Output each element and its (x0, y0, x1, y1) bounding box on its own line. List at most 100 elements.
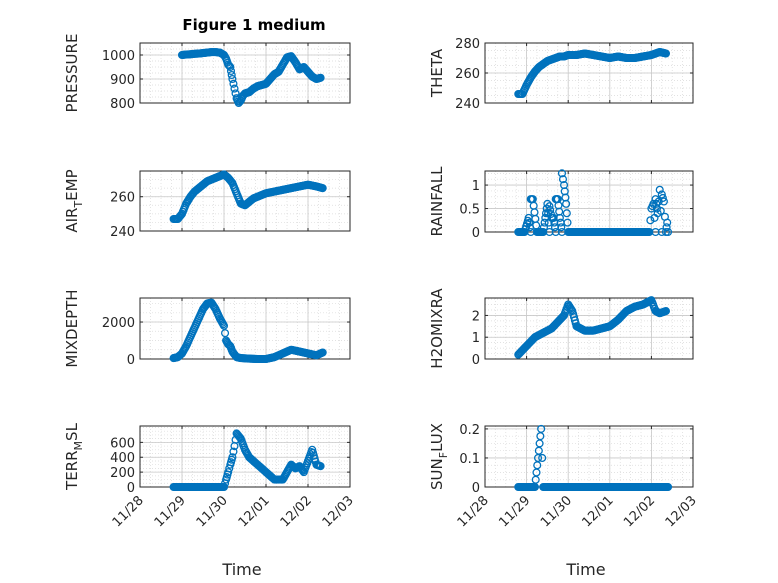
x-tick-label: 12/03 (320, 493, 357, 530)
data-point (169, 354, 178, 363)
data-point (226, 460, 235, 469)
data-point (219, 482, 229, 492)
data-point (564, 50, 573, 60)
x-tick-label: 11/28 (110, 493, 147, 530)
y-tick-label: 2000 (102, 316, 135, 331)
panel-row3-right: 0 1 2 H2OMIXRA (428, 288, 694, 369)
x-tick-label: 12/03 (663, 493, 700, 530)
y-tick-label: 1 (472, 179, 480, 194)
data-point (614, 52, 623, 61)
data-point (597, 324, 606, 333)
data-point (312, 74, 321, 84)
axes-box (139, 170, 351, 232)
x-tick-label: 11/30 (194, 493, 231, 530)
data-point (555, 315, 564, 324)
data-marker-fill (225, 61, 234, 70)
panel-top-left: 800 900 1000 PRESSURE (63, 34, 351, 112)
data-point (630, 53, 639, 63)
data-point (562, 199, 571, 208)
data-point (555, 482, 564, 492)
data-point (287, 184, 296, 193)
data-point (182, 342, 191, 351)
data-point (318, 184, 327, 193)
data-point (597, 52, 606, 61)
data-marker-fill (221, 329, 230, 338)
data-point (177, 349, 187, 358)
y-tick-label: 0 (472, 353, 480, 368)
data-point (211, 305, 220, 314)
data-point (249, 194, 258, 203)
y-tick-label: 1000 (102, 49, 135, 64)
data-point (182, 199, 191, 208)
x-tick-label: 11/28 (455, 493, 492, 530)
data-point (253, 354, 262, 364)
data-point (663, 218, 672, 227)
data-point (299, 62, 308, 72)
data-point (253, 192, 262, 201)
x-axis-label: Time (221, 560, 261, 579)
data-point (228, 74, 237, 84)
data-point (236, 199, 245, 208)
data-point (295, 462, 304, 471)
y-axis-label: MIXDEPTH (63, 289, 81, 367)
x-tick-label: 11/29 (152, 493, 189, 530)
data-point (661, 307, 671, 316)
data-point (551, 53, 560, 63)
data-point (274, 67, 283, 76)
x-axis-label: Time (565, 560, 605, 579)
data-point (535, 330, 544, 340)
data-point (287, 52, 296, 61)
data-point (559, 311, 569, 320)
data-point (177, 482, 187, 492)
data-point (622, 307, 631, 316)
data-point (232, 353, 241, 362)
data-point (182, 50, 191, 59)
data-point (589, 50, 598, 60)
y-tick-label: 280 (455, 37, 480, 52)
data-point (308, 445, 317, 454)
data-point (647, 296, 656, 305)
data-point (661, 49, 671, 58)
data-point (547, 55, 556, 64)
axes-box (484, 297, 694, 360)
y-tick-label: 800 (110, 97, 135, 112)
data-point (543, 326, 552, 335)
data-point (278, 60, 287, 69)
data-point (639, 52, 648, 61)
data-point (203, 482, 212, 492)
data-point (649, 199, 658, 208)
data-point (630, 302, 639, 311)
y-axis-label: H2OMIXRA (428, 288, 446, 369)
data-point (190, 323, 199, 332)
data-point (177, 209, 187, 218)
data-point (518, 346, 527, 355)
data-point (539, 482, 548, 492)
data-point (226, 62, 235, 72)
data-point (572, 322, 581, 331)
data-point (224, 173, 233, 182)
y-tick-label: 0.1 (459, 452, 480, 467)
data-point (270, 353, 279, 362)
data-point (253, 82, 262, 91)
data-point (207, 298, 216, 307)
data-point (522, 80, 531, 90)
data-point (228, 453, 237, 462)
data-marker-fill (226, 66, 236, 76)
data-point (291, 58, 300, 67)
data-point (299, 468, 308, 477)
y-tick-label: 200 (110, 466, 135, 481)
data-point (555, 52, 564, 61)
data-point (222, 475, 231, 484)
data-point (514, 482, 523, 492)
y-tick-label: 260 (110, 191, 135, 206)
data-point (287, 345, 296, 354)
data-point (514, 350, 523, 359)
x-tick-label: 11/30 (538, 493, 575, 530)
data-point (303, 456, 313, 466)
data-point (559, 52, 569, 61)
data-point (657, 190, 666, 199)
y-tick-label: 400 (110, 451, 135, 466)
data-point (572, 482, 581, 492)
y-tick-label: 2 (472, 309, 480, 324)
data-point (661, 227, 671, 237)
